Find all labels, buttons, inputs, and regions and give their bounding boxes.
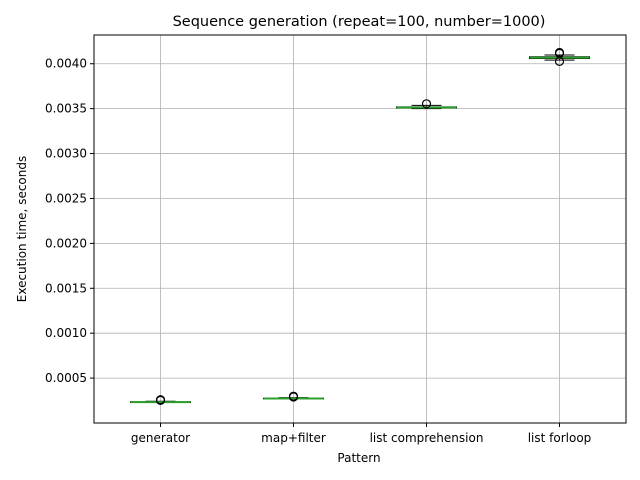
x-tick-label: list comprehension	[370, 431, 484, 445]
y-tick-label: 0.0020	[45, 236, 87, 250]
outlier-point	[421, 99, 432, 109]
outlier-point	[554, 47, 565, 58]
box-group	[396, 99, 457, 110]
box-group	[263, 391, 324, 402]
box-group	[130, 395, 191, 405]
y-tick-label: 0.0005	[45, 371, 87, 385]
outlier-point	[155, 395, 166, 405]
ticks: 0.0005 0.0010 0.0015 0.0020 0.0025 0.0030 0.00…	[45, 57, 591, 445]
outlier-point	[288, 391, 299, 401]
plot-frame	[93, 34, 627, 424]
y-tick-label: 0.0035	[45, 102, 87, 116]
box-plots	[130, 47, 590, 405]
x-tick-label: map+filter	[261, 431, 326, 445]
y-tick-label: 0.0010	[45, 326, 87, 340]
box-group	[529, 47, 590, 67]
x-axis-label: Pattern	[337, 451, 380, 465]
y-tick-label: 0.0015	[45, 281, 87, 295]
y-axis-label: Execution time, seconds	[15, 156, 29, 303]
x-tick-label: list forloop	[528, 431, 592, 445]
y-tick-label: 0.0030	[45, 147, 87, 161]
chart-title: Sequence generation (repeat=100, number=…	[173, 14, 546, 30]
y-tick-label: 0.0025	[45, 191, 87, 205]
y-tick-label: 0.0040	[45, 57, 87, 71]
x-tick-label: generator	[131, 431, 190, 445]
